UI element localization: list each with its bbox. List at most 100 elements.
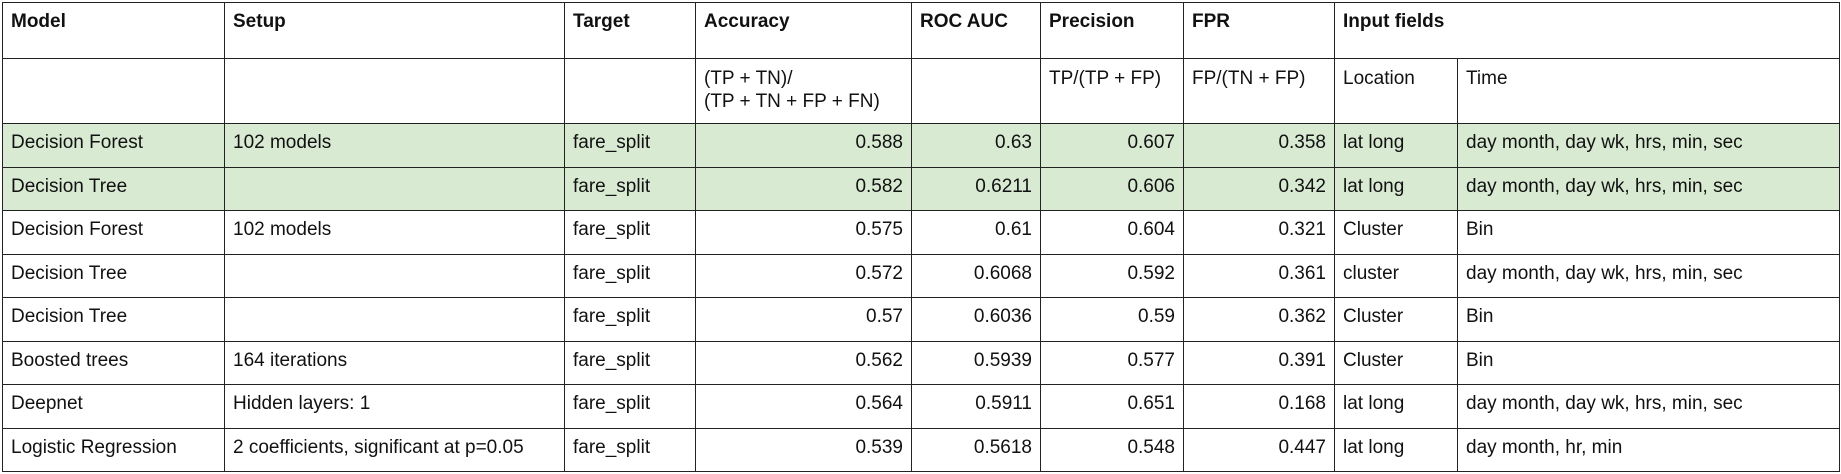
formula-line: (TP + TN + FP + FN): [704, 91, 880, 112]
header-cell: Input fields: [1333, 2, 1841, 59]
header-cell: Model: [2, 2, 225, 59]
header-cell: FPR: [1183, 2, 1335, 59]
model-cell: Decision Forest: [2, 210, 225, 255]
precision-cell: 0.606: [1040, 166, 1184, 211]
target-cell: fare_split: [564, 166, 696, 211]
precision-cell: 0.607: [1040, 123, 1184, 168]
accuracy-cell: 0.539: [695, 427, 912, 472]
location-cell: cluster: [1334, 253, 1458, 298]
accuracy-cell: 0.572: [695, 253, 912, 298]
formula-line: (TP + TN)/: [704, 68, 793, 89]
location-cell: lat long: [1334, 123, 1458, 168]
data-row: Decision Forest 102 models fare_split 0.575…: [2, 210, 1841, 255]
accuracy-cell: 0.575: [695, 210, 912, 255]
target-cell: fare_split: [564, 297, 696, 342]
roc-auc-cell: 0.5618: [911, 427, 1041, 472]
time-cell: day month, day wk, hrs, min, sec: [1456, 123, 1841, 168]
precision-cell: 0.651: [1040, 384, 1184, 429]
time-cell: Bin: [1456, 297, 1841, 342]
fpr-cell: 0.447: [1183, 427, 1335, 472]
fpr-cell: 0.342: [1183, 166, 1335, 211]
accuracy-cell: 0.57: [695, 297, 912, 342]
model-cell: Decision Tree: [2, 166, 225, 211]
roc-auc-cell: 0.5939: [911, 340, 1041, 385]
fpr-cell: 0.358: [1183, 123, 1335, 168]
time-cell: day month, day wk, hrs, min, sec: [1456, 253, 1841, 298]
subheader-cell: [911, 58, 1041, 124]
data-row: Decision Tree fare_split 0.57 0.6036 0.59 0.3…: [2, 297, 1841, 342]
data-row: Deepnet Hidden layers: 1 fare_split 0.564 0.…: [2, 384, 1841, 429]
header-cell: Setup: [224, 2, 565, 59]
roc-auc-cell: 0.63: [911, 123, 1041, 168]
model-cell: Decision Tree: [2, 297, 225, 342]
location-cell: lat long: [1334, 166, 1458, 211]
model-cell: Deepnet: [2, 384, 225, 429]
model-cell: Decision Tree: [2, 253, 225, 298]
time-cell: Bin: [1456, 340, 1841, 385]
data-row: Boosted trees 164 iterations fare_split 0.5…: [2, 340, 1841, 385]
header-cell: Target: [564, 2, 696, 59]
roc-auc-cell: 0.6036: [911, 297, 1041, 342]
location-cell: lat long: [1334, 427, 1458, 472]
accuracy-cell: 0.588: [695, 123, 912, 168]
target-cell: fare_split: [564, 253, 696, 298]
roc-auc-cell: 0.6211: [911, 166, 1041, 211]
target-cell: fare_split: [564, 427, 696, 472]
location-cell: Cluster: [1334, 297, 1458, 342]
roc-auc-cell: 0.5911: [911, 384, 1041, 429]
subheader-cell: [224, 58, 565, 124]
target-cell: fare_split: [564, 123, 696, 168]
data-row: Decision Forest 102 models fare_split 0.588…: [2, 123, 1841, 168]
setup-cell: 102 models: [224, 123, 565, 168]
header-cell: Precision: [1040, 2, 1184, 59]
fpr-cell: 0.321: [1183, 210, 1335, 255]
location-cell: lat long: [1334, 384, 1458, 429]
setup-cell: [224, 253, 565, 298]
location-cell: Cluster: [1334, 340, 1458, 385]
roc-auc-cell: 0.61: [911, 210, 1041, 255]
model-cell: Logistic Regression: [2, 427, 225, 472]
time-cell: day month, day wk, hrs, min, sec: [1456, 166, 1841, 211]
subheader-cell: [2, 58, 225, 124]
model-cell: Decision Forest: [2, 123, 225, 168]
data-row: Decision Tree fare_split 0.572 0.6068 0.592 0…: [2, 253, 1841, 298]
precision-cell: 0.59: [1040, 297, 1184, 342]
precision-cell: 0.577: [1040, 340, 1184, 385]
precision-cell: 0.604: [1040, 210, 1184, 255]
setup-cell: [224, 297, 565, 342]
header-row: Model Setup Target Accuracy ROC AUC Prec…: [2, 2, 1841, 59]
location-cell: Cluster: [1334, 210, 1458, 255]
target-cell: fare_split: [564, 340, 696, 385]
accuracy-cell: 0.562: [695, 340, 912, 385]
accuracy-cell: 0.564: [695, 384, 912, 429]
target-cell: fare_split: [564, 210, 696, 255]
subheader-row: (TP + TN)/ (TP + TN + FP + FN) TP/(TP + …: [2, 58, 1841, 124]
setup-cell: 102 models: [224, 210, 565, 255]
subheader-cell: (TP + TN)/ (TP + TN + FP + FN): [695, 58, 912, 124]
subheader-cell: TP/(TP + FP): [1040, 58, 1184, 124]
fpr-cell: 0.362: [1183, 297, 1335, 342]
precision-cell: 0.592: [1040, 253, 1184, 298]
data-row: Logistic Regression 2 coefficients, signi…: [2, 427, 1841, 472]
setup-cell: 2 coefficients, significant at p=0.05: [224, 427, 565, 472]
fpr-cell: 0.168: [1183, 384, 1335, 429]
roc-auc-cell: 0.6068: [911, 253, 1041, 298]
header-cell: ROC AUC: [911, 2, 1041, 59]
subheader-cell: Location: [1334, 58, 1458, 124]
subheader-cell: FP/(TN + FP): [1183, 58, 1335, 124]
time-cell: Bin: [1456, 210, 1841, 255]
data-row: Decision Tree fare_split 0.582 0.6211 0.606 0…: [2, 166, 1841, 211]
setup-cell: Hidden layers: 1: [224, 384, 565, 429]
time-cell: day month, day wk, hrs, min, sec: [1456, 384, 1841, 429]
target-cell: fare_split: [564, 384, 696, 429]
time-cell: day month, hr, min: [1456, 427, 1841, 472]
setup-cell: 164 iterations: [224, 340, 565, 385]
precision-cell: 0.548: [1040, 427, 1184, 472]
accuracy-cell: 0.582: [695, 166, 912, 211]
setup-cell: [224, 166, 565, 211]
header-cell: Accuracy: [695, 2, 912, 59]
fpr-cell: 0.361: [1183, 253, 1335, 298]
